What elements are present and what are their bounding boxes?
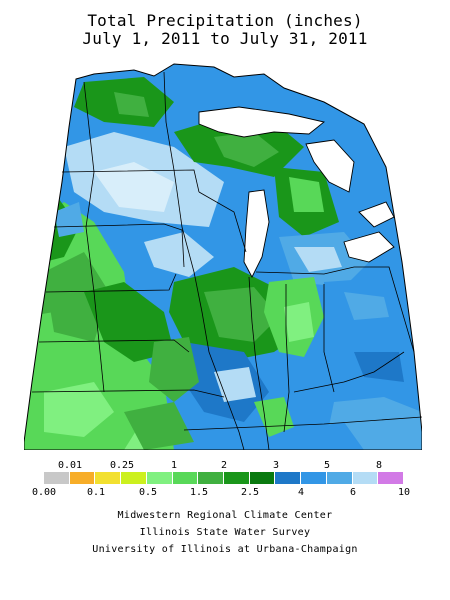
legend-top-label: 0.25 [109,460,135,471]
legend-swatch [121,472,147,484]
legend-bottom-label: 4 [297,487,305,498]
legend-swatch [172,472,199,484]
map-title: Total Precipitation (inches) [87,11,363,30]
legend-swatch [275,472,302,484]
legend-bottom-label: 6 [349,487,357,498]
legend-top-label: 1 [170,460,178,471]
credit-isws: Illinois State Water Survey [139,527,311,538]
map-date-range: July 1, 2011 to July 31, 2011 [82,29,368,48]
state-boundaries [31,71,422,450]
legend-bottom-label: 10 [397,487,411,498]
legend-swatch [301,472,327,484]
legend-swatch [352,472,379,484]
legend-swatch [198,472,225,484]
legend-bottom-label: 0.1 [86,487,106,498]
legend-top-label: 5 [323,460,331,471]
legend-swatch [249,472,276,484]
legend-top-label: 0.01 [57,460,83,471]
legend-bottom-label: 0.5 [138,487,158,498]
legend-swatch [44,472,70,484]
legend-bottom-label: 1.5 [189,487,209,498]
legend-top-label: 2 [220,460,228,471]
legend-bottom-label: 2.5 [240,487,260,498]
precipitation-map [24,52,422,450]
credit-mrcc: Midwestern Regional Climate Center [117,510,333,521]
legend-swatch [326,472,353,484]
legend-swatch [224,472,250,484]
credit-uiuc: University of Illinois at Urbana-Champai… [92,544,358,555]
legend-swatch [69,472,96,484]
legend-swatch [146,472,173,484]
legend-swatch [95,472,122,484]
legend-bottom-label: 0.00 [31,487,57,498]
legend-color-bar [44,472,405,484]
legend-top-label: 8 [375,460,383,471]
legend-swatch [378,472,405,484]
legend-top-label: 3 [272,460,280,471]
